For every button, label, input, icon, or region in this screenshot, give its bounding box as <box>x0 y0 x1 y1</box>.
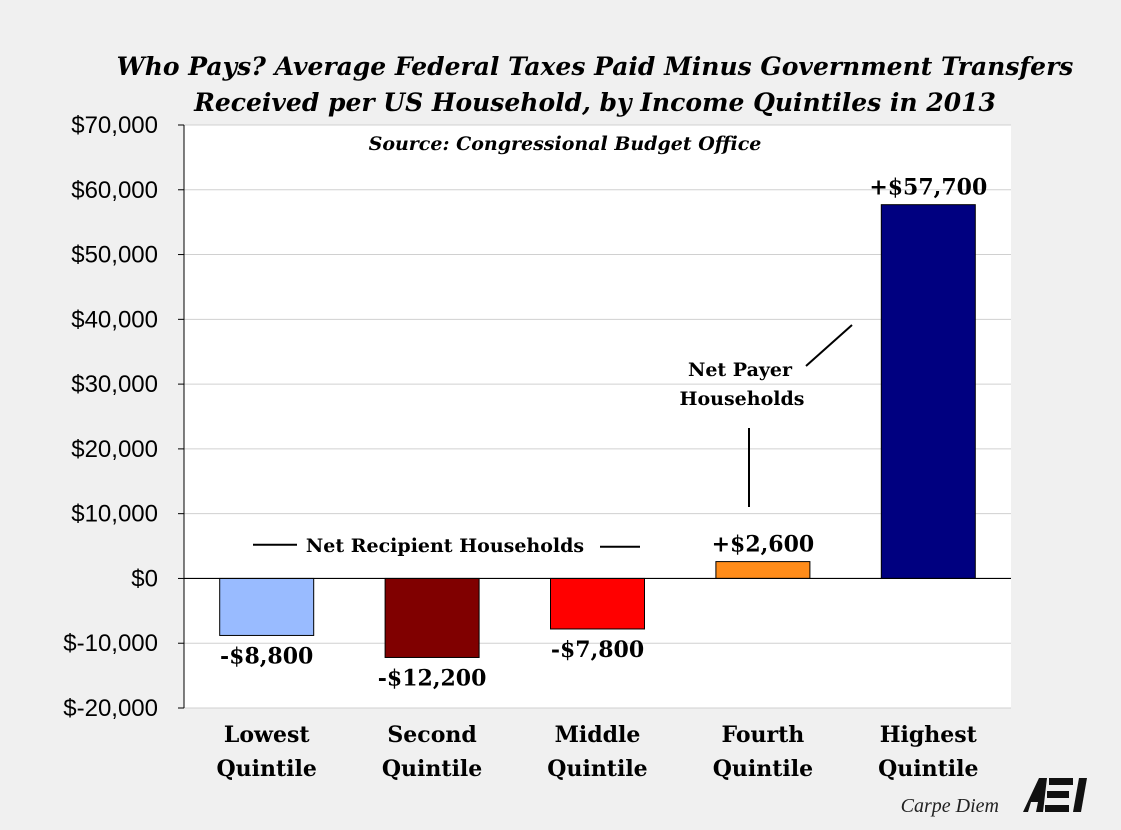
bar-2 <box>384 577 480 658</box>
category-label-2-line-2: Quintile <box>382 756 482 782</box>
category-label-4-line-1: Fourth <box>721 722 804 748</box>
y-tick-label: $50,000 <box>71 242 158 269</box>
data-label-5: +$57,700 <box>869 175 987 201</box>
y-tick-label: $0 <box>131 565 158 592</box>
y-tick-label: $10,000 <box>71 501 158 528</box>
category-label-1-line-1: Lowest <box>224 722 310 748</box>
category-label-5-line-2: Quintile <box>878 756 978 782</box>
data-label-3: -$7,800 <box>551 637 644 663</box>
net-payer-pointer-highest <box>805 324 853 367</box>
category-label-5-line-1: Highest <box>880 722 978 748</box>
net-payer-label-line1: Net Payer <box>688 359 793 381</box>
data-label-4: +$2,600 <box>712 532 815 558</box>
footer-credit: Carpe Diem <box>900 795 999 817</box>
category-label-1-line-2: Quintile <box>217 756 317 782</box>
data-label-2: -$12,200 <box>378 665 487 691</box>
bar-1 <box>219 577 315 636</box>
bar-5 <box>880 204 976 579</box>
y-tick-label: $40,000 <box>71 306 158 333</box>
chart-subtitle: Received per US Household, by Income Qui… <box>194 88 996 117</box>
y-tick-label: $60,000 <box>71 177 158 204</box>
net-payer-label-line2: Households <box>680 388 805 410</box>
category-label-2-line-1: Second <box>387 722 476 748</box>
bar-3 <box>550 577 645 630</box>
y-tick-label: $-10,000 <box>63 630 158 657</box>
net-recipient-label: Net Recipient Households <box>306 535 584 557</box>
category-label-4-line-2: Quintile <box>713 756 813 782</box>
y-tick-label: $70,000 <box>71 112 158 139</box>
y-tick-label: $20,000 <box>71 436 158 463</box>
bar-4 <box>715 561 811 579</box>
category-label-3-line-2: Quintile <box>547 756 647 782</box>
category-label-3-line-1: Middle <box>555 722 641 748</box>
data-label-1: -$8,800 <box>220 643 313 669</box>
y-tick-label: $-20,000 <box>63 695 158 722</box>
y-tick-label: $30,000 <box>71 371 158 398</box>
chart-title: Who Pays? Average Federal Taxes Paid Min… <box>116 52 1074 81</box>
aei-logo <box>1023 778 1087 812</box>
source-annotation: Source: Congressional Budget Office <box>369 133 762 155</box>
